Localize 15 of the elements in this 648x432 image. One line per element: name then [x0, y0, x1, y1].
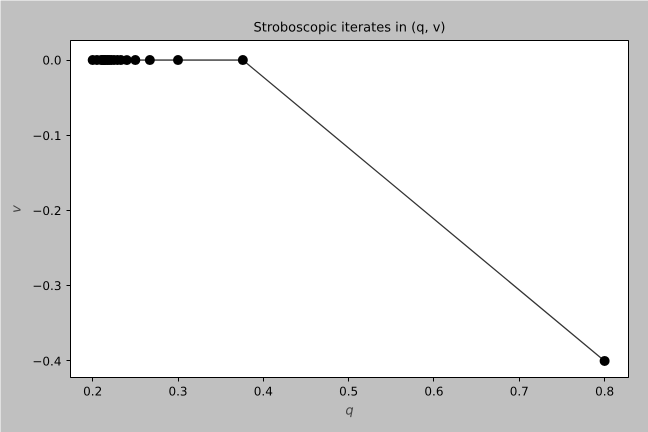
x-tick-label: 0.5 — [339, 384, 358, 398]
y-tick-label: −0.4 — [32, 354, 62, 368]
x-axis-title: q — [345, 404, 354, 418]
y-tick-label: −0.2 — [32, 204, 62, 218]
y-axis-title: v — [9, 204, 24, 213]
y-tick-label: −0.1 — [32, 128, 62, 143]
x-tick-label: 0.2 — [83, 384, 102, 398]
y-tick-label: −0.3 — [32, 279, 62, 294]
x-tick-label: 0.4 — [254, 384, 273, 398]
chart-title: Stroboscopic iterates in (q, v) — [254, 20, 446, 36]
y-tick-label: 0.0 — [42, 54, 62, 68]
x-tick-label: 0.3 — [168, 384, 188, 398]
x-tick-label: 0.6 — [424, 384, 444, 398]
x-tick-label: 0.8 — [595, 384, 614, 398]
x-tick-label: 0.7 — [510, 384, 529, 398]
